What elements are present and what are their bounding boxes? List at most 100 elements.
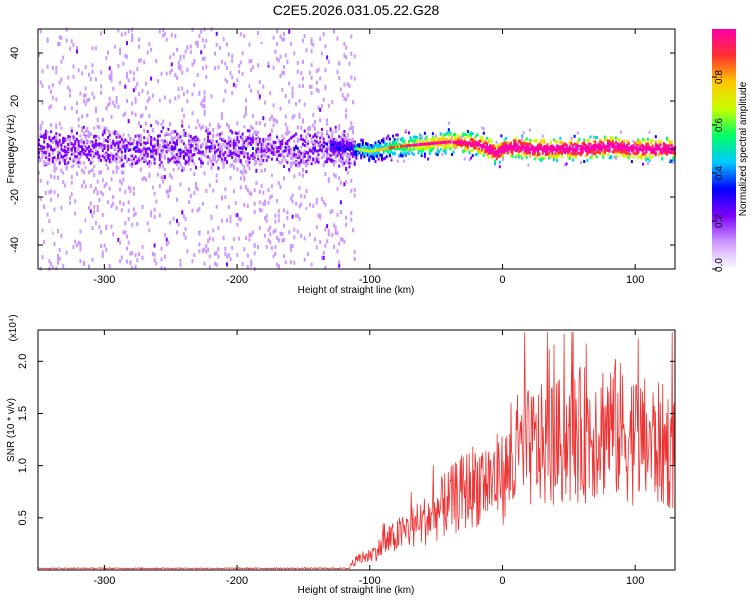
- spectrogram-cell: [623, 144, 625, 148]
- spectrogram-cell: [257, 136, 260, 140]
- spectrogram-cell: [368, 149, 371, 153]
- spectrogram-cell: [236, 142, 239, 146]
- spectrogram-cell: [314, 126, 316, 131]
- spectrogram-cell: [327, 229, 330, 234]
- spectrogram-cell: [60, 36, 63, 41]
- spectrogram-cell: [205, 155, 208, 159]
- spectrogram-cell: [500, 134, 503, 138]
- spectrogram-cell: [584, 154, 587, 158]
- spectrogram-cell: [198, 249, 201, 254]
- spectrogram-cell: [524, 142, 527, 146]
- spectrogram-cell: [525, 144, 528, 148]
- spectrogram-cell: [336, 212, 339, 217]
- spectrogram-cell: [339, 145, 342, 149]
- spectrogram-cell: [503, 138, 506, 142]
- spectrogram-cell: [243, 114, 246, 119]
- spectrogram-cell: [232, 139, 235, 143]
- spectrogram-cell: [293, 152, 296, 156]
- spectrogram-cell: [312, 146, 315, 150]
- spectrogram-cell: [53, 135, 56, 139]
- spectrogram-cell: [289, 119, 292, 124]
- spectrogram-cell: [215, 251, 218, 256]
- spectrogram-cell: [508, 143, 511, 147]
- spectrogram-cell: [326, 144, 329, 149]
- spectrogram-cell: [232, 144, 235, 148]
- spectrogram-cell: [201, 150, 204, 154]
- spectrogram-cell: [500, 145, 503, 149]
- spectrogram-cell: [38, 52, 40, 57]
- spectrogram-cell: [98, 225, 101, 229]
- spectrogram-cell: [48, 144, 51, 148]
- spectrogram-cell: [251, 140, 254, 144]
- spectrogram-cell: [220, 218, 223, 223]
- spectrogram-cell: [229, 139, 232, 143]
- spectrogram-cell: [145, 158, 147, 162]
- spectrogram-cell: [580, 147, 582, 151]
- spectrogram-cell: [113, 104, 116, 109]
- spectrogram-cell: [160, 122, 163, 126]
- spectrogram-cell: [255, 160, 258, 164]
- spectrogram-cell: [207, 145, 210, 149]
- spectrogram-cell: [420, 140, 423, 144]
- spectrogram-cell: [74, 142, 77, 146]
- spectrogram-cell: [53, 162, 56, 166]
- spectrogram-cell: [70, 165, 73, 169]
- spectrogram-cell: [449, 147, 452, 151]
- spectrogram-cell: [447, 144, 450, 148]
- spectrogram-cell: [455, 140, 458, 144]
- spectrogram-cell: [262, 84, 265, 89]
- spectrogram-cell: [136, 157, 139, 160]
- spectrogram-cells: [38, 27, 676, 271]
- spectrogram-cell: [145, 155, 147, 159]
- spectrogram-cell: [670, 150, 673, 154]
- spectrogram-cell: [559, 136, 562, 140]
- spectrogram-cell: [357, 147, 359, 151]
- spectrogram-cell: [277, 238, 280, 243]
- spectrogram-cell: [283, 37, 285, 42]
- spectrogram-cell: [163, 154, 166, 159]
- spectrogram-cell: [203, 56, 206, 61]
- spectrogram-cell: [611, 145, 614, 149]
- spectrogram-cell: [361, 148, 364, 152]
- spectrogram-cell: [401, 144, 404, 148]
- spectrogram-cell: [392, 145, 395, 149]
- spectrogram-cell: [319, 136, 322, 140]
- spectrogram-cell: [163, 32, 166, 37]
- spectrogram-cell: [634, 151, 637, 155]
- spectrogram-cell: [84, 93, 87, 98]
- spectrogram-cell: [196, 138, 199, 142]
- spectrogram-cell: [174, 73, 177, 78]
- spectrogram-cell: [215, 262, 218, 267]
- spectrogram-cell: [181, 70, 184, 75]
- spectrogram-cell: [201, 201, 204, 206]
- spectrogram-cell: [342, 145, 345, 148]
- spectrogram-cell: [145, 118, 147, 123]
- spectrogram-cell: [53, 165, 56, 169]
- spectrogram-cell: [635, 143, 638, 147]
- spectrogram-cell: [243, 203, 246, 208]
- spectrogram-cell: [203, 247, 206, 252]
- spectrogram-cell: [295, 155, 298, 159]
- spectrogram-cell: [210, 94, 213, 99]
- spectrogram-cell: [153, 258, 156, 263]
- spectrogram-cell: [212, 135, 215, 139]
- spectrogram-cell: [344, 148, 347, 152]
- spectrogram-cell: [643, 145, 646, 149]
- spectrogram-cell: [296, 137, 299, 142]
- spectrogram-cell: [176, 132, 178, 136]
- spectrogram-cell: [184, 145, 187, 149]
- spectrogram-cell: [406, 151, 409, 155]
- spectrogram-cell: [522, 152, 525, 156]
- spectrogram-cell: [377, 151, 380, 155]
- spectrogram-cell: [511, 149, 514, 153]
- spectrogram-cell: [288, 168, 291, 171]
- spectrogram-cell: [246, 163, 249, 168]
- spectrogram-cell: [153, 157, 156, 161]
- spectrogram-cell: [84, 218, 87, 223]
- spectrogram-cell: [618, 148, 621, 152]
- spectrogram-cell: [184, 235, 187, 240]
- spectrogram-cell: [79, 150, 82, 154]
- spectrogram-cell: [482, 127, 485, 131]
- spectrogram-cell: [560, 154, 563, 158]
- spectrogram-cell: [334, 152, 337, 156]
